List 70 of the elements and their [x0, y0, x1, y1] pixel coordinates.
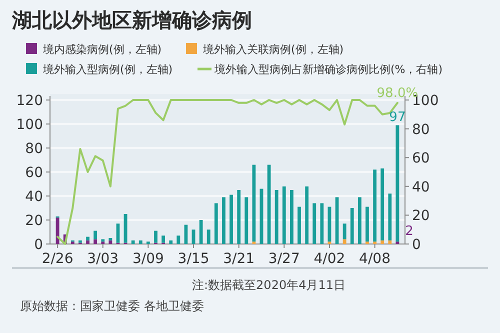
bar — [342, 224, 346, 240]
bar — [78, 240, 82, 243]
bar — [274, 190, 278, 244]
bar — [86, 240, 90, 244]
bar — [94, 239, 98, 244]
bar — [131, 240, 135, 244]
y2-tick-label: 60 — [412, 150, 430, 167]
bar — [312, 203, 316, 244]
bar — [350, 208, 354, 244]
y-tick-label: 40 — [25, 189, 43, 205]
x-tick-label: 2/26 — [42, 251, 74, 267]
bar — [396, 125, 400, 242]
bar — [101, 239, 105, 242]
bar — [373, 170, 376, 242]
x-tick-label: 3/03 — [87, 251, 119, 267]
bar — [86, 236, 90, 240]
x-tick-label: 4/02 — [314, 251, 346, 267]
bar — [116, 224, 120, 243]
bar — [206, 230, 210, 244]
bar — [298, 206, 301, 244]
bar — [380, 168, 384, 240]
data-label: 97 — [389, 110, 406, 126]
legend-label: 境外输入型病例占新增确诊病例比例(%，右轴) — [214, 63, 443, 76]
bar — [252, 164, 256, 242]
bar — [366, 206, 369, 242]
bar — [290, 190, 294, 244]
legend-label: 境外输入关联病例(例，左轴) — [202, 43, 344, 56]
x-tick-label: 4/08 — [359, 251, 391, 267]
y2-tick-label: 40 — [412, 179, 430, 196]
y-tick-label: 0 — [34, 237, 43, 253]
x-tick-label: 3/21 — [223, 251, 255, 267]
y2-tick-label: 80 — [412, 122, 430, 138]
bar — [320, 203, 324, 244]
text: 注:数据截至2020年4月11日 — [192, 278, 346, 292]
y-tick-label: 100 — [16, 117, 43, 133]
text: 原始数据：国家卫健委 各地卫健委 — [20, 299, 204, 313]
bar — [358, 197, 362, 244]
bar — [176, 236, 180, 244]
bar — [108, 240, 112, 244]
data-label: 2 — [405, 224, 414, 239]
bar — [56, 218, 60, 244]
bar — [388, 194, 392, 240]
y-tick-label: 120 — [16, 93, 43, 109]
bar — [342, 239, 346, 244]
bar — [199, 220, 203, 244]
x-tick-label: 3/27 — [268, 251, 300, 267]
y-tick-label: 60 — [25, 165, 43, 181]
legend-label: 境外输入型病例(例，左轴) — [42, 63, 173, 76]
y-tick-label: 80 — [25, 141, 43, 157]
bar — [237, 190, 241, 244]
bar — [380, 240, 384, 244]
bar — [94, 230, 98, 240]
bar — [162, 236, 165, 243]
chart-title: 湖北以外地区新增确诊病例 — [11, 8, 252, 32]
legend-label: 境内感染病例(例，左轴) — [42, 43, 162, 56]
bar — [244, 197, 248, 244]
x-tick-label: 3/09 — [132, 251, 164, 267]
bar — [282, 186, 286, 244]
bar — [305, 186, 309, 244]
y2-tick-label: 20 — [412, 208, 430, 224]
x-tick-label: 3/15 — [178, 251, 210, 267]
bar — [154, 230, 158, 243]
bar — [214, 203, 218, 244]
bar — [222, 197, 226, 244]
bar — [138, 240, 142, 244]
y-tick-label: 20 — [25, 213, 43, 229]
bar — [230, 194, 233, 244]
y2-tick-label: 0 — [412, 237, 421, 253]
bar — [169, 240, 173, 244]
bar — [388, 240, 392, 244]
